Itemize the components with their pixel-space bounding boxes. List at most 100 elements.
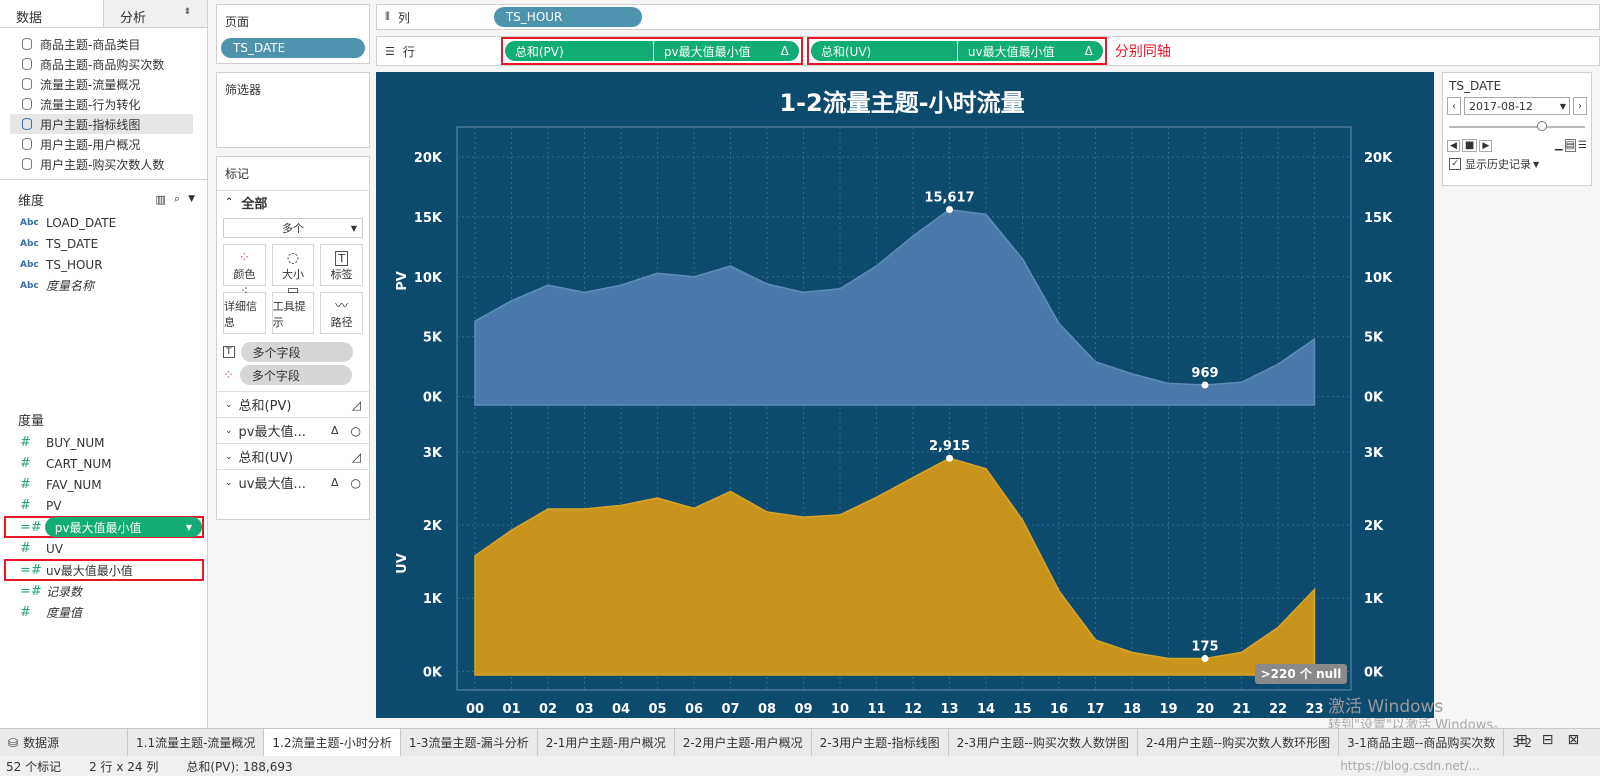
measure-field-highlighted[interactable]: =# uv最大值最小值 xyxy=(4,559,204,581)
tab-data[interactable]: 数据 xyxy=(0,0,104,27)
measure-field[interactable]: =# 记录数 xyxy=(0,581,208,602)
measure-field[interactable]: # CART_NUM xyxy=(0,453,208,474)
sheet-tab[interactable]: 2-2用户主题-用户概况 xyxy=(675,728,812,757)
sheet-tab[interactable]: 1.1流量主题-流量概况 xyxy=(128,728,265,757)
sheet-tab[interactable]: 3-2 xyxy=(1512,735,1532,750)
path-button[interactable]: 〰路径 xyxy=(320,292,364,334)
list-view-icon[interactable]: ▥ xyxy=(155,192,166,206)
speed-slow-icon[interactable]: ▁ xyxy=(1554,140,1563,151)
new-story-icon[interactable]: ⊠ xyxy=(1567,732,1580,748)
measure-field[interactable]: # 度量值 xyxy=(0,602,208,623)
rows-shelf[interactable]: ☰ 行 总和(PV) pv最大值最小值 Δ 总和(UV) uv最大值最小值 Δ 分别… xyxy=(376,36,1600,66)
speed-medium-icon[interactable]: ▤ xyxy=(1564,139,1577,152)
tooltip-button[interactable]: ▭ 工具提示 xyxy=(271,283,315,334)
datasource-item[interactable]: 流量主题-流量概况 xyxy=(0,74,207,94)
measure-field-highlighted[interactable]: =# pv最大值最小值 ▼ xyxy=(4,516,204,538)
null-badge[interactable]: >220 个 null xyxy=(1255,664,1347,684)
y-tick-label-left: 10K xyxy=(414,271,443,286)
tooltip-button-label: 工具提示 xyxy=(272,300,306,329)
data-label: 15,617 xyxy=(924,191,974,206)
chevron-down-icon: ▼ xyxy=(350,223,357,233)
show-history-label: 显示历史记录 xyxy=(1465,158,1531,171)
date-slider[interactable] xyxy=(1449,119,1585,135)
x-tick-label: 14 xyxy=(977,702,995,717)
datasource-label: 用户主题-购买次数人数 xyxy=(40,157,165,172)
x-tick-label: 20 xyxy=(1196,702,1214,717)
pill-label: pv最大值最小值 xyxy=(663,44,751,59)
sheet-tab[interactable]: 2-4用户主题--购买次数人数环形图 xyxy=(1138,728,1340,757)
marks-all-label: 全部 xyxy=(241,197,268,212)
marks-all-header[interactable]: ⌃ 全部 xyxy=(217,190,369,214)
dimension-field[interactable]: Abc TS_DATE xyxy=(0,233,207,254)
area-chart-icon: ◿ xyxy=(351,449,361,464)
show-history-row[interactable]: ✓ 显示历史记录 ▼ xyxy=(1443,152,1591,176)
detail-button[interactable]: ⁖ 详细信息 xyxy=(223,284,266,334)
tab-datasource[interactable]: ⛁ 数据源 xyxy=(0,728,128,757)
selected-measure-pill[interactable]: pv最大值最小值 ▼ xyxy=(44,517,202,537)
sheet-tab[interactable]: 2-1用户主题-用户概况 xyxy=(538,728,675,757)
dimension-field[interactable]: Abc TS_HOUR xyxy=(0,254,207,275)
datasource-item[interactable]: 用户主题-用户概况 xyxy=(0,134,207,154)
columns-shelf[interactable]: ⦀ 列 TS_HOUR xyxy=(376,4,1600,30)
mark-row-label: pv最大值... xyxy=(238,425,306,440)
dropdown-arrow-icon[interactable]: ▼ xyxy=(185,522,192,532)
rows-pill-pv-minmax[interactable]: pv最大值最小值 Δ xyxy=(652,41,799,61)
y-tick-label-right: 10K xyxy=(1364,271,1393,286)
tab-analysis[interactable]: 分析 ⬍ xyxy=(104,0,207,27)
play-forward-icon[interactable]: ▶ xyxy=(1479,139,1493,152)
rows-pill-uv-minmax[interactable]: uv最大值最小值 Δ xyxy=(956,41,1103,61)
sheet-tab[interactable]: 3-1商品主题--商品购买次数 xyxy=(1339,728,1505,757)
marks-card: 标记 ⌃ 全部 多个 ▼ ⁘ 颜色 ◌ 大小 T 标签 ⁖ 详细信息 ▭ 工具提示 〰路径… xyxy=(216,156,370,520)
area-series-pv xyxy=(474,208,1316,406)
datasource-item[interactable]: 流量主题-行为转化 xyxy=(0,94,207,114)
sheet-tab[interactable]: 1-3流量主题-漏斗分析 xyxy=(401,728,538,757)
label-button[interactable]: T 标签 xyxy=(320,244,364,286)
show-history-checkbox[interactable]: ✓ xyxy=(1449,158,1461,170)
slider-thumb[interactable] xyxy=(1537,121,1547,131)
sheet-tab[interactable]: 2-3用户主题--购买次数人数饼图 xyxy=(949,728,1138,757)
string-type-icon: Abc xyxy=(20,217,39,228)
columns-pill-ts-hour[interactable]: TS_HOUR xyxy=(493,7,642,27)
datasource-item[interactable]: 用户主题-购买次数人数 xyxy=(0,154,207,174)
measure-field[interactable]: # UV xyxy=(0,538,208,559)
new-dashboard-icon[interactable]: ⊟ xyxy=(1541,732,1554,748)
annotation-point xyxy=(946,206,953,214)
sheet-tab-active[interactable]: 1.2流量主题-小时分析 xyxy=(264,728,401,757)
watermark-url: https://blog.csdn.net/... xyxy=(1340,759,1480,773)
measure-field[interactable]: # BUY_NUM xyxy=(0,432,208,453)
next-arrow-icon[interactable]: › xyxy=(1573,97,1587,115)
mark-row-sum-uv[interactable]: ⌄ 总和(UV) ◿ xyxy=(217,443,369,469)
datasource-item[interactable]: 商品主题-商品购买次数 xyxy=(0,54,207,74)
mark-row-sum-pv[interactable]: ⌄ 总和(PV) ◿ xyxy=(217,391,369,417)
speed-fast-icon[interactable]: ☰ xyxy=(1578,140,1587,151)
sheet-tab[interactable]: 2-3用户主题-指标线图 xyxy=(812,728,949,757)
label-field-pill[interactable]: 多个字段 xyxy=(240,342,353,362)
size-button[interactable]: ◌ 大小 xyxy=(271,244,315,286)
mark-row-uv-minmax[interactable]: ⌄ uv最大值... Δ ○ xyxy=(217,469,369,495)
mark-row-label: 总和(UV) xyxy=(238,451,294,466)
chevron-down-icon[interactable]: ▼ xyxy=(188,194,195,204)
search-icon[interactable]: ⌕ xyxy=(173,192,181,205)
measure-field[interactable]: # PV xyxy=(0,495,208,516)
datasource-item[interactable]: 商品主题-商品类目 xyxy=(0,34,207,54)
measure-label: PV xyxy=(46,498,62,513)
chevron-down-icon: ⌄ xyxy=(225,425,233,436)
mark-type-select[interactable]: 多个 ▼ xyxy=(223,218,363,238)
date-select[interactable]: 2017-08-12 ▼ xyxy=(1464,97,1570,115)
filters-shelf[interactable]: 筛选器 xyxy=(216,72,370,148)
color-field-pill[interactable]: 多个字段 xyxy=(239,365,352,385)
datasource-item-selected[interactable]: 用户主题-指标线图 xyxy=(10,114,193,134)
measure-field[interactable]: # FAV_NUM xyxy=(0,474,208,495)
dimension-list: Abc LOAD_DATE Abc TS_DATE Abc TS_HOUR Abc 度量… xyxy=(0,212,207,296)
play-back-icon[interactable]: ◀ xyxy=(1447,139,1460,152)
color-button[interactable]: ⁘ 颜色 xyxy=(223,244,266,286)
rows-pill-sum-uv[interactable]: 总和(UV) xyxy=(810,41,957,61)
dimension-field[interactable]: Abc 度量名称 xyxy=(0,275,207,296)
dimension-field[interactable]: Abc LOAD_DATE xyxy=(0,212,207,233)
new-worksheet-icon[interactable]: ⊞ xyxy=(1516,732,1528,748)
rows-pill-sum-pv[interactable]: 总和(PV) xyxy=(504,41,653,61)
prev-arrow-icon[interactable]: ‹ xyxy=(1447,97,1461,115)
mark-row-pv-minmax[interactable]: ⌄ pv最大值... Δ ○ xyxy=(217,417,369,443)
pages-pill[interactable]: TS_DATE xyxy=(221,38,365,58)
stop-icon[interactable]: ■ xyxy=(1461,139,1478,152)
